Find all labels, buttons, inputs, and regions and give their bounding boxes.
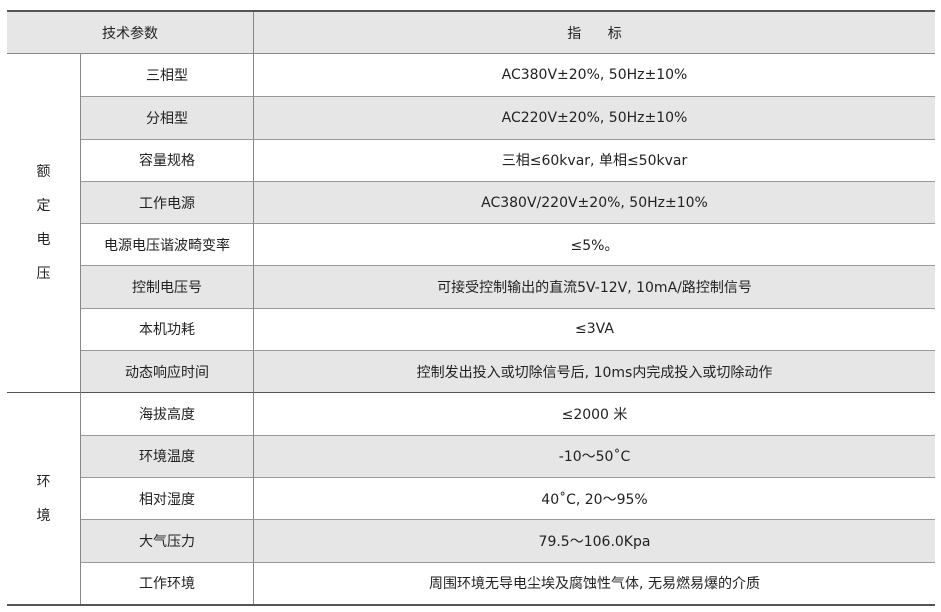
group-label-char: 压 [36,266,51,283]
group-label: 额定电压 [7,54,81,393]
param-name: 动态响应时间 [81,350,254,393]
param-name: 大气压力 [81,519,254,562]
param-name: 容量规格 [81,138,254,181]
param-name: 分相型 [81,96,254,139]
param-name: 相对湿度 [81,476,254,520]
header-indicator: 指 标 [254,12,935,54]
group-label-char: 定 [36,198,51,215]
param-name: 控制电压号 [81,265,254,308]
spec-table: 技术参数 指 标 额定电压三相型 AC380V±20%, 50Hz±10% 分相型 A… [7,10,935,606]
header-param: 技术参数 [7,12,254,54]
group-label-char: 额 [36,164,51,181]
param-value: AC380V±20%, 50Hz±10% [501,67,688,84]
group-label-char: 电 [36,232,51,249]
param-value: ≤2000 米 [254,392,935,434]
param-name: 本机功耗 [81,307,254,351]
param-value: 控制发出投入或切除信号后, 10ms内完成投入或切除动作 [254,350,935,393]
param-value: 40˚C, 20～95% [254,476,935,519]
param-value: 可接受控制输出的直流5V-12V, 10mA/路控制信号 [254,265,935,308]
group-label-char: 环 [36,473,51,490]
param-name: 工作电源 [81,180,254,224]
param-value: AC220V±20%, 50Hz±10% [254,96,935,139]
param-value: ≤5%。 [254,223,935,265]
param-name: 电源电压谐波畸变率 [81,223,254,266]
param-value: -10～50˚C [254,434,935,477]
param-value: 79.5～106.0Kpa [254,519,935,562]
param-value: AC380V/220V±20%, 50Hz±10% [254,180,935,224]
param-name: 海拔高度 [81,392,254,435]
param-value: ≤3VA [254,307,935,350]
param-name: 环境温度 [81,434,254,477]
param-name: 工作环境 [81,561,254,604]
group-label-char: 境 [36,507,51,524]
param-value: 周围环境无导电尘埃及腐蚀性气体, 无易燃易爆的介质 [254,561,935,604]
param-name: 三相型 [81,54,254,97]
group-label: 环境 [7,392,81,604]
param-value: 三相≤60kvar, 单相≤50kvar [254,138,935,181]
